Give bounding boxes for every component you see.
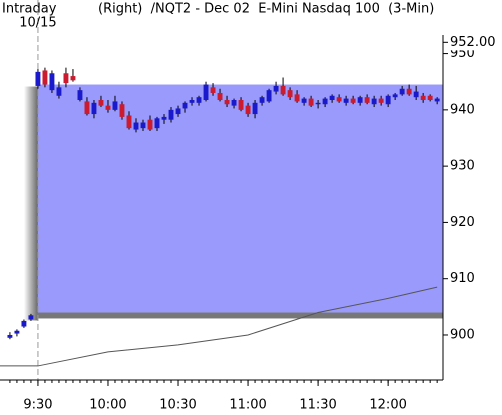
- candle-body: [147, 119, 153, 130]
- candle-body: [161, 116, 167, 120]
- candle-body: [98, 100, 104, 106]
- y-tick-label: 920: [450, 215, 475, 230]
- candle-body: [322, 98, 328, 105]
- candle-body: [133, 122, 139, 130]
- date-label: 10/15: [19, 16, 56, 31]
- candle-body: [14, 330, 20, 334]
- candle-body: [210, 87, 216, 93]
- candle-body: [371, 98, 377, 105]
- x-tick-label: 12:00: [369, 398, 406, 413]
- candle-body: [35, 71, 41, 86]
- candle-body: [21, 320, 27, 327]
- candle-body: [273, 85, 279, 92]
- candle-body: [238, 100, 244, 110]
- y-tick-label: 940: [450, 102, 475, 117]
- price-marker-label: 952.00: [450, 35, 496, 50]
- candle-body: [112, 101, 118, 110]
- price-marker-bg: [447, 34, 501, 51]
- candle-body: [49, 73, 55, 91]
- candle-body: [196, 97, 202, 103]
- candle-body: [350, 98, 356, 103]
- candle-body: [182, 102, 188, 109]
- candle-body: [392, 94, 398, 98]
- candle-body: [301, 98, 307, 103]
- chart-title: (Right) /NQT2 - Dec 02 E-Mini Nasdaq 100…: [98, 2, 434, 17]
- candle-body: [56, 87, 62, 96]
- band-shadow: [35, 312, 443, 319]
- candle-body: [287, 90, 293, 98]
- y-tick-label: 930: [450, 159, 475, 174]
- candle-body: [252, 102, 258, 115]
- candle-body: [231, 100, 237, 106]
- candle-body: [315, 102, 321, 105]
- candle-body: [140, 122, 146, 129]
- candle-body: [308, 98, 314, 106]
- chart-label: Intraday: [2, 2, 57, 17]
- y-tick-label: 910: [450, 271, 475, 286]
- candle-body: [406, 88, 412, 95]
- x-tick-label: 11:00: [229, 398, 266, 413]
- candle-body: [399, 88, 405, 95]
- candle-body: [105, 105, 111, 110]
- band-shadow: [23, 86, 38, 321]
- candle-body: [126, 115, 132, 129]
- candle-body: [357, 97, 363, 103]
- candle-body: [343, 98, 349, 103]
- candle-body: [413, 91, 419, 98]
- band: [37, 84, 443, 313]
- candle-body: [336, 97, 342, 102]
- candle-body: [266, 90, 272, 102]
- candle-body: [42, 70, 48, 85]
- candle-body: [154, 118, 160, 129]
- candle-body: [427, 95, 433, 101]
- candle-body: [280, 85, 286, 95]
- candle-body: [364, 97, 370, 103]
- candle-body: [294, 94, 300, 102]
- candle-body: [203, 84, 209, 101]
- candle-body: [119, 104, 125, 117]
- candle-body: [168, 109, 174, 120]
- indicator-line: [0, 286, 438, 367]
- candle-body: [175, 108, 181, 115]
- candle-body: [420, 95, 426, 101]
- candle-body: [224, 100, 230, 105]
- x-tick-label: 11:30: [299, 398, 336, 413]
- candle-body: [77, 90, 83, 101]
- candle-body: [378, 98, 384, 103]
- candle-body: [245, 105, 251, 115]
- candle-body: [189, 100, 195, 103]
- candle-body: [434, 98, 440, 102]
- candle-body: [28, 315, 34, 320]
- y-tick-label: 900: [450, 327, 475, 342]
- x-tick-label: 9:30: [23, 398, 52, 413]
- x-tick-label: 10:30: [159, 398, 196, 413]
- candle-body: [91, 102, 97, 115]
- candle-body: [259, 97, 265, 103]
- candle-body: [84, 101, 90, 115]
- candle-body: [217, 92, 223, 101]
- candle-body: [7, 334, 13, 338]
- candle-body: [385, 95, 391, 105]
- x-tick-label: 10:00: [89, 398, 126, 413]
- candle-body: [70, 76, 76, 81]
- candle-body: [63, 73, 69, 84]
- candle-body: [329, 95, 335, 101]
